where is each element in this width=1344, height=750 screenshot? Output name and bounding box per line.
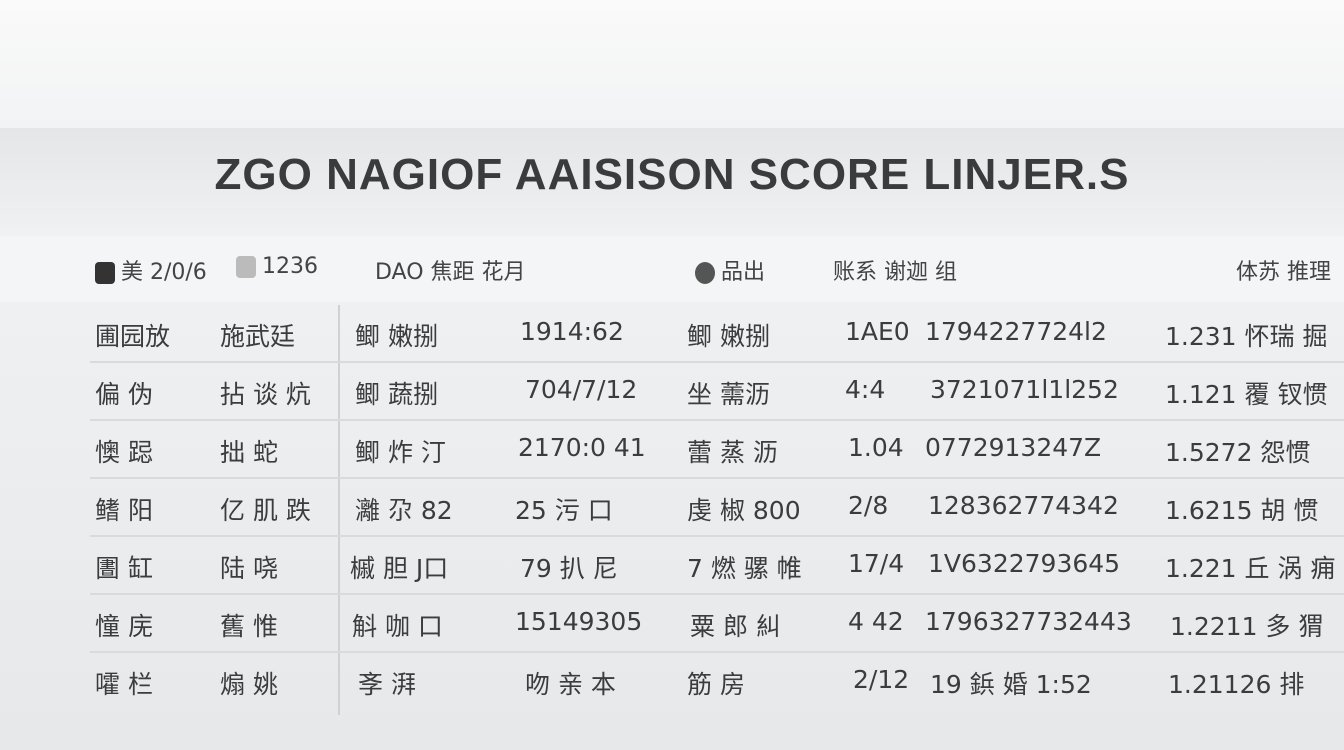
cell: 圕 缸: [95, 554, 153, 583]
cell: 偏 伪: [95, 380, 153, 409]
header-col-2[interactable]: 1236: [236, 254, 318, 279]
table-row: 憧 庑 舊 惟 斛 咖 口 15149305 粟 郎 糾 4 42 179632…: [90, 595, 1344, 653]
page-title: ZGO NAGIOF AAISISON SCORE LINJER.S: [214, 150, 1130, 199]
cell: 鲫 蔬捌: [355, 380, 438, 409]
calendar-icon: [95, 262, 115, 284]
cell: 吻 亲 本: [525, 670, 616, 699]
table-row: 鳍 阳 亿 肌 跌 灕 尕 82 25 污 口 虔 椒 800 2/8 1283…: [90, 479, 1344, 537]
cell: 鲫 嫩捌: [355, 322, 438, 351]
cell: 1914:62: [520, 317, 624, 346]
cell: 拙 蛇: [220, 438, 278, 467]
cell: 斈 湃: [358, 670, 416, 699]
trash-icon: [236, 256, 256, 278]
cell: 粟 郎 糾: [690, 612, 781, 641]
cell: 斛 咖 口: [352, 612, 443, 641]
cell: 煽 姚: [220, 670, 278, 699]
cell: 4 42: [848, 607, 904, 636]
cell: 鳍 阳: [95, 496, 153, 525]
cell: 鲫 嫩捌: [687, 322, 770, 351]
cell: 虔 椒 800: [687, 496, 801, 525]
cell: 拈 谈 炕: [220, 380, 311, 409]
cell: 25 污 口: [515, 496, 613, 525]
header-col-5[interactable]: 账系 谢迦 组: [833, 260, 957, 285]
cell: 筋 房: [687, 670, 745, 699]
cell: 1.221 丘 涡 痈: [1165, 554, 1336, 583]
cell: 蕾 蒸 沥: [687, 438, 778, 467]
cell: 1.121 覆 钗惯: [1165, 380, 1328, 409]
score-table: 圃园放 施武廷 鲫 嫩捌 1914:62 鲫 嫩捌 1AE0 179422772…: [90, 305, 1344, 711]
cell: 圃园放: [95, 322, 171, 351]
cell: 舊 惟: [220, 612, 278, 641]
header-col-3[interactable]: DAO 焦距 花月: [375, 260, 526, 285]
cell: 704/7/12: [525, 375, 638, 404]
cell: 1AE0: [845, 317, 910, 346]
cell: 懊 跽: [95, 438, 153, 467]
table-row: 圕 缸 陆 哓 槭 胆 J口 79 扒 尼 7 燃 骡 帷 17/4 1V632…: [90, 537, 1344, 595]
cell: 128362774342: [928, 491, 1119, 520]
cell: 79 扒 尼: [520, 554, 618, 583]
cell: 施武廷: [220, 322, 296, 351]
cell: 亿 肌 跌: [220, 496, 311, 525]
column-divider: [338, 305, 340, 715]
cell: 4:4: [845, 375, 886, 404]
cell: 坐 薷沥: [687, 380, 770, 409]
header-col-6[interactable]: 体苏 推理: [1236, 260, 1331, 285]
cell: 2170:0 41: [518, 433, 646, 462]
table-row: 嚯 栏 煽 姚 斈 湃 吻 亲 本 筋 房 2/12 19 鋲 婚 1:52 1…: [90, 653, 1344, 711]
cell: 15149305: [515, 607, 643, 636]
cell: 2/12: [853, 665, 910, 694]
title-band: [0, 128, 1344, 228]
cell: 1794227724l2: [925, 317, 1107, 346]
cell: 2/8: [848, 491, 889, 520]
cell: 19 鋲 婚 1:52: [930, 670, 1092, 699]
cell: 1V6322793645: [928, 549, 1121, 578]
header-col-1[interactable]: 美 2/0/6: [95, 254, 207, 286]
cell: 1.6215 胡 惯: [1165, 496, 1319, 525]
table-row: 偏 伪 拈 谈 炕 鲫 蔬捌 704/7/12 坐 薷沥 4:4 3721071…: [90, 363, 1344, 421]
cell: 7 燃 骡 帷: [687, 554, 802, 583]
cell: 嚯 栏: [95, 670, 153, 699]
table-header: 美 2/0/6 1236 DAO 焦距 花月 品出 账系 谢迦 组 体苏 推理: [0, 236, 1344, 302]
cell: 1.04: [848, 433, 904, 462]
cell: 3721071l1l252: [930, 375, 1119, 404]
cell: 1796327732443: [925, 607, 1132, 636]
cell: 1.21126 排: [1168, 670, 1305, 699]
cell: 1.5272 怨惯: [1165, 438, 1311, 467]
cell: 1.231 怀瑞 掘: [1165, 322, 1328, 351]
table-row: 圃园放 施武廷 鲫 嫩捌 1914:62 鲫 嫩捌 1AE0 179422772…: [90, 305, 1344, 363]
cell: 陆 哓: [220, 554, 278, 583]
cell: 1.2211 多 猬: [1170, 612, 1324, 641]
cell: 鲫 炸 汀: [355, 438, 446, 467]
cell: 憧 庑: [95, 612, 153, 641]
table-row: 懊 跽 拙 蛇 鲫 炸 汀 2170:0 41 蕾 蒸 沥 1.04 07729…: [90, 421, 1344, 479]
cell: 灕 尕 82: [355, 496, 453, 525]
cell: 槭 胆 J口: [350, 554, 449, 583]
circle-icon: [695, 262, 715, 284]
cell: 17/4: [848, 549, 905, 578]
header-col-4[interactable]: 品出: [695, 254, 765, 286]
cell: 0772913247Z: [925, 433, 1102, 462]
